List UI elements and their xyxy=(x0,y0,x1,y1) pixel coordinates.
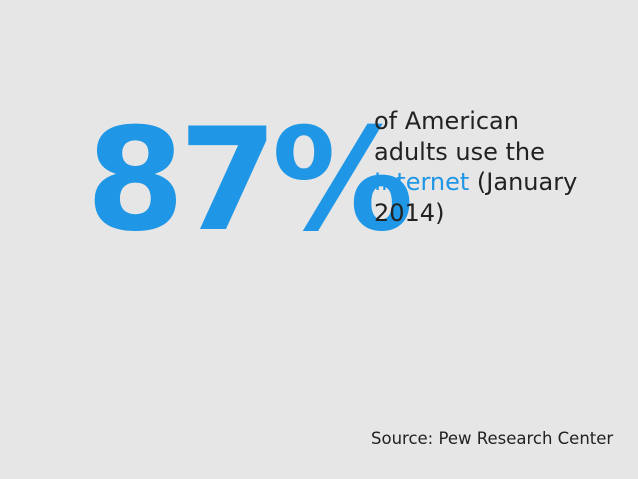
source-citation: Source: Pew Research Center xyxy=(371,429,614,448)
caption-line-3: Internet (January xyxy=(374,167,624,198)
caption-line-1: of American xyxy=(374,107,519,135)
caption-highlight-word: Internet xyxy=(374,168,470,196)
caption-line-2: adults use the xyxy=(374,137,545,166)
caption-line-3-rest: (January xyxy=(469,168,578,196)
stat-value: 87% xyxy=(86,98,414,263)
caption-line-4: 2014) xyxy=(374,198,445,227)
stat-caption: of American adults use the Internet (Jan… xyxy=(374,106,624,228)
